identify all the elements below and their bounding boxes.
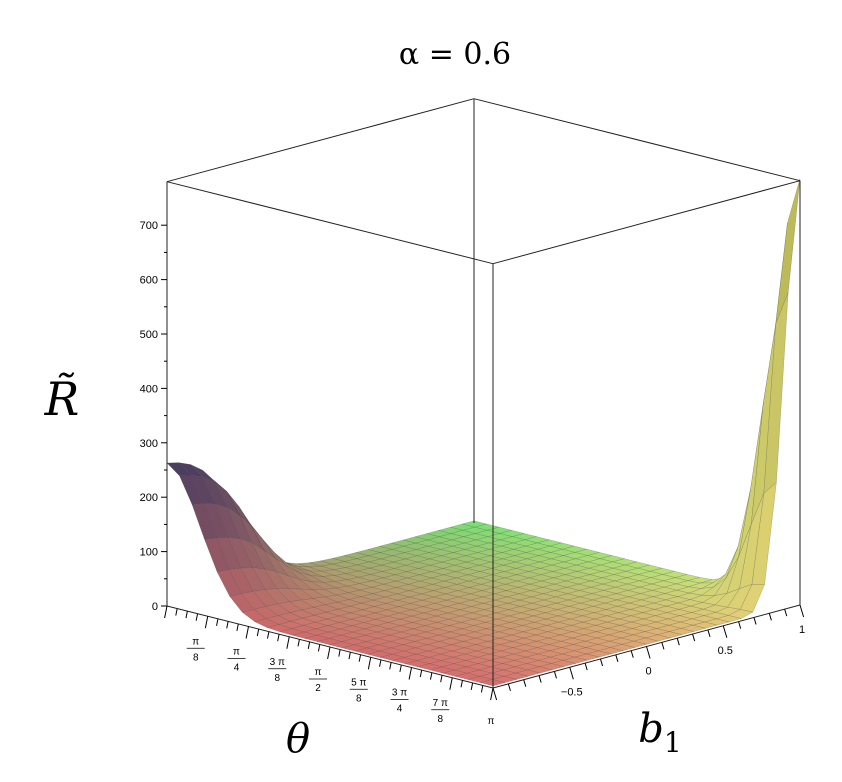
theta-tick [195,613,199,621]
theta-tick-denominator: 4 [397,704,403,715]
theta-tick-denominator: 4 [234,663,240,674]
surface-patch [775,178,801,325]
box-edge [473,98,801,182]
b1-tick [615,654,619,662]
theta-tick [480,685,484,693]
theta-tick [256,628,260,637]
theta-tick [440,675,443,683]
z-axis: 0 100 200 300 400 500 600 700 [140,220,167,613]
theta-tick [286,636,290,649]
theta-tick-denominator: 8 [193,652,199,663]
box-edge [166,98,475,183]
b1-tick [768,613,772,621]
theta-tick [399,664,402,673]
b1-tick [692,633,696,642]
b1-tick-label: 0 [645,666,651,678]
b1-tick [553,671,557,679]
b1-tick [569,667,574,680]
theta-tick-label: 7 π [433,698,448,709]
b1-tick [707,629,711,638]
theta-tick [175,608,178,616]
theta-tick [367,657,372,670]
theta-tick [297,639,300,647]
theta-tick [245,626,249,639]
b1-tick-label: 1 [799,624,805,636]
theta-tick-label: 3 π [392,688,407,699]
b1-tick [584,662,588,671]
theta-tick-label: π [488,716,495,727]
b1-tick [599,658,604,667]
theta-tick [449,677,453,690]
theta-tick [358,654,362,662]
b1-tick [538,675,542,683]
theta-tick-denominator: 8 [274,673,280,684]
theta-axis: π 8 π 4 3 π 8 π 2 5 π 8 3 π 4 7 π 8 π [164,605,495,727]
theta-tick [429,672,433,680]
theta-tick [307,641,311,649]
box-edge [166,181,494,265]
theta-tick-label: π [315,667,322,678]
z-tick-label: 0 [152,601,158,613]
theta-tick [419,669,423,678]
b1-tick [676,638,680,646]
theta-tick [185,611,188,619]
b1-tick [507,683,511,691]
b1-tick [523,679,527,687]
z-tick-label: 300 [140,438,158,450]
b1-tick-label: 0.5 [718,645,733,657]
b1-tick [722,625,728,638]
theta-tick [327,646,331,660]
theta-tick-denominator: 8 [356,693,362,704]
z-tick-label: 500 [140,329,158,341]
theta-tick [226,621,229,629]
theta-tick-label: 3 π [270,657,285,668]
theta-tick-denominator: 2 [315,683,321,694]
theta-tick [266,631,270,639]
theta-tick-label: π [233,647,240,658]
b1-axis: −0.5 0 0.5 1 [492,604,805,701]
theta-tick-label: π [192,636,199,647]
box-edge [492,180,801,265]
z-tick-label: 700 [140,220,158,232]
theta-tick [216,618,219,626]
theta-tick [236,623,239,632]
theta-tick [277,634,280,642]
b1-tick [661,642,665,650]
chart-title: α = 0.6 [399,37,511,72]
b1-tick [799,604,805,618]
y-axis-label: b1 [638,706,681,759]
theta-tick-label: 5 π [351,677,366,688]
theta-tick [470,682,474,690]
theta-tick [348,652,351,660]
theta-tick [389,662,392,670]
theta-tick [490,687,494,701]
z-tick-label: 200 [140,492,158,504]
theta-tick [408,667,412,680]
b1-tick [784,609,788,617]
theta-tick [164,605,168,619]
z-tick-label: 600 [140,275,158,287]
z-tick-label: 100 [140,547,158,559]
b1-tick [492,687,498,701]
b1-tick [753,617,757,625]
b1-tick [646,646,651,659]
x-axis-label: θ [286,716,310,762]
theta-tick [338,649,341,657]
b1-tick [738,621,742,629]
theta-tick-denominator: 8 [437,714,443,725]
z-tick-label: 400 [140,383,158,395]
theta-tick [317,644,321,652]
theta-tick [204,616,209,629]
surface-patch [727,609,754,619]
bounding-box [166,98,801,689]
theta-tick [460,680,463,688]
b1-tick [630,650,634,658]
z-axis-label: R̃ [44,372,80,426]
theta-tick [379,659,382,667]
b1-tick-label: −0.5 [561,686,583,698]
surface [166,178,801,687]
